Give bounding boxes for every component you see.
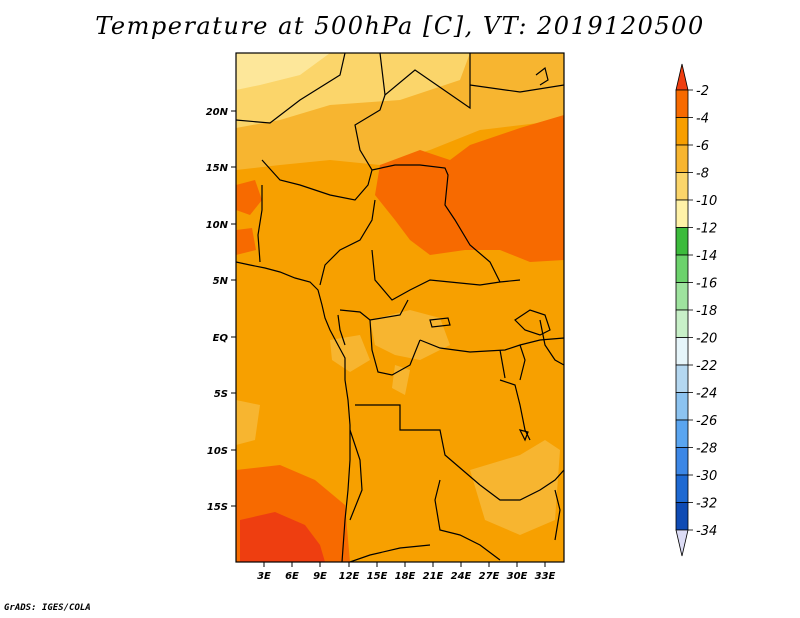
colorbar-label: -30 xyxy=(696,469,717,484)
colorbar-label: -6 xyxy=(696,139,709,154)
colorbar-swatch xyxy=(675,144,689,173)
lat-label: 5S xyxy=(214,389,228,400)
colorbar-swatch xyxy=(675,502,689,531)
colorbar-label: -18 xyxy=(696,304,717,319)
lon-label: 3E xyxy=(257,571,271,582)
country-borders xyxy=(236,53,564,562)
lon-label: 30E xyxy=(507,571,528,582)
map-title: Temperature at 500hPa [C], VT: 201912050… xyxy=(95,12,705,40)
colorbar-swatch xyxy=(675,419,689,448)
colorbar-label: -26 xyxy=(696,414,717,429)
lon-label: 18E xyxy=(395,571,416,582)
colorbar: -2 -4 -6 -8 -10 -12 -14 -16 -18 -20 -22 -24 -26 -28 -3… xyxy=(675,63,717,557)
lon-label: 27E xyxy=(479,571,500,582)
colorbar-label: -10 xyxy=(696,194,717,209)
colorbar-label: -8 xyxy=(696,167,709,182)
lat-label: 20N xyxy=(206,107,229,118)
map-frame xyxy=(235,52,565,563)
lat-label: EQ xyxy=(213,333,229,344)
colorbar-label: -4 xyxy=(696,112,709,127)
colorbar-label: -12 xyxy=(696,222,717,237)
lat-label: 5N xyxy=(213,276,229,287)
colorbar-swatch xyxy=(675,254,689,283)
latitude-axis: 20N 15N 10N 5N EQ 5S 10S 15S xyxy=(206,107,236,513)
colorbar-swatch xyxy=(675,392,689,421)
grads-credit: GrADS: IGES/COLA xyxy=(4,603,91,613)
lat-label: 10S xyxy=(207,446,228,457)
colorbar-swatch xyxy=(675,199,689,228)
colorbar-label: -32 xyxy=(696,497,717,512)
colorbar-swatch xyxy=(675,364,689,393)
colorbar-swatch xyxy=(675,447,689,476)
lon-label: 33E xyxy=(535,571,556,582)
colorbar-label: -22 xyxy=(696,359,717,374)
colorbar-label: -16 xyxy=(696,277,717,292)
colorbar-label: -28 xyxy=(696,442,717,457)
lon-label: 15E xyxy=(367,571,388,582)
colorbar-label: -14 xyxy=(696,249,717,264)
colorbar-label: -34 xyxy=(696,524,717,539)
lat-label: 10N xyxy=(206,220,229,231)
colorbar-swatch xyxy=(675,474,689,503)
colorbar-swatch xyxy=(675,309,689,338)
colorbar-arrow-top xyxy=(675,63,689,91)
lon-label: 9E xyxy=(313,571,327,582)
colorbar-swatch xyxy=(675,337,689,366)
colorbar-swatch xyxy=(675,172,689,201)
colorbar-label: -20 xyxy=(696,332,717,347)
colorbar-swatch xyxy=(675,89,689,118)
colorbar-label: -2 xyxy=(696,84,709,99)
lon-label: 21E xyxy=(423,571,444,582)
colorbar-swatch xyxy=(675,282,689,311)
colorbar-swatch xyxy=(675,227,689,256)
colorbar-swatch xyxy=(675,117,689,146)
colorbar-label: -24 xyxy=(696,387,717,402)
lat-label: 15N xyxy=(206,163,229,174)
longitude-axis: 3E 6E 9E 12E 15E 18E 21E 24E 27E 30E 33E xyxy=(257,562,556,582)
lon-label: 12E xyxy=(339,571,360,582)
lon-label: 24E xyxy=(451,571,472,582)
temperature-field xyxy=(236,53,564,562)
colorbar-arrow-bottom xyxy=(675,529,689,557)
lat-label: 15S xyxy=(207,502,228,513)
lon-label: 6E xyxy=(285,571,299,582)
